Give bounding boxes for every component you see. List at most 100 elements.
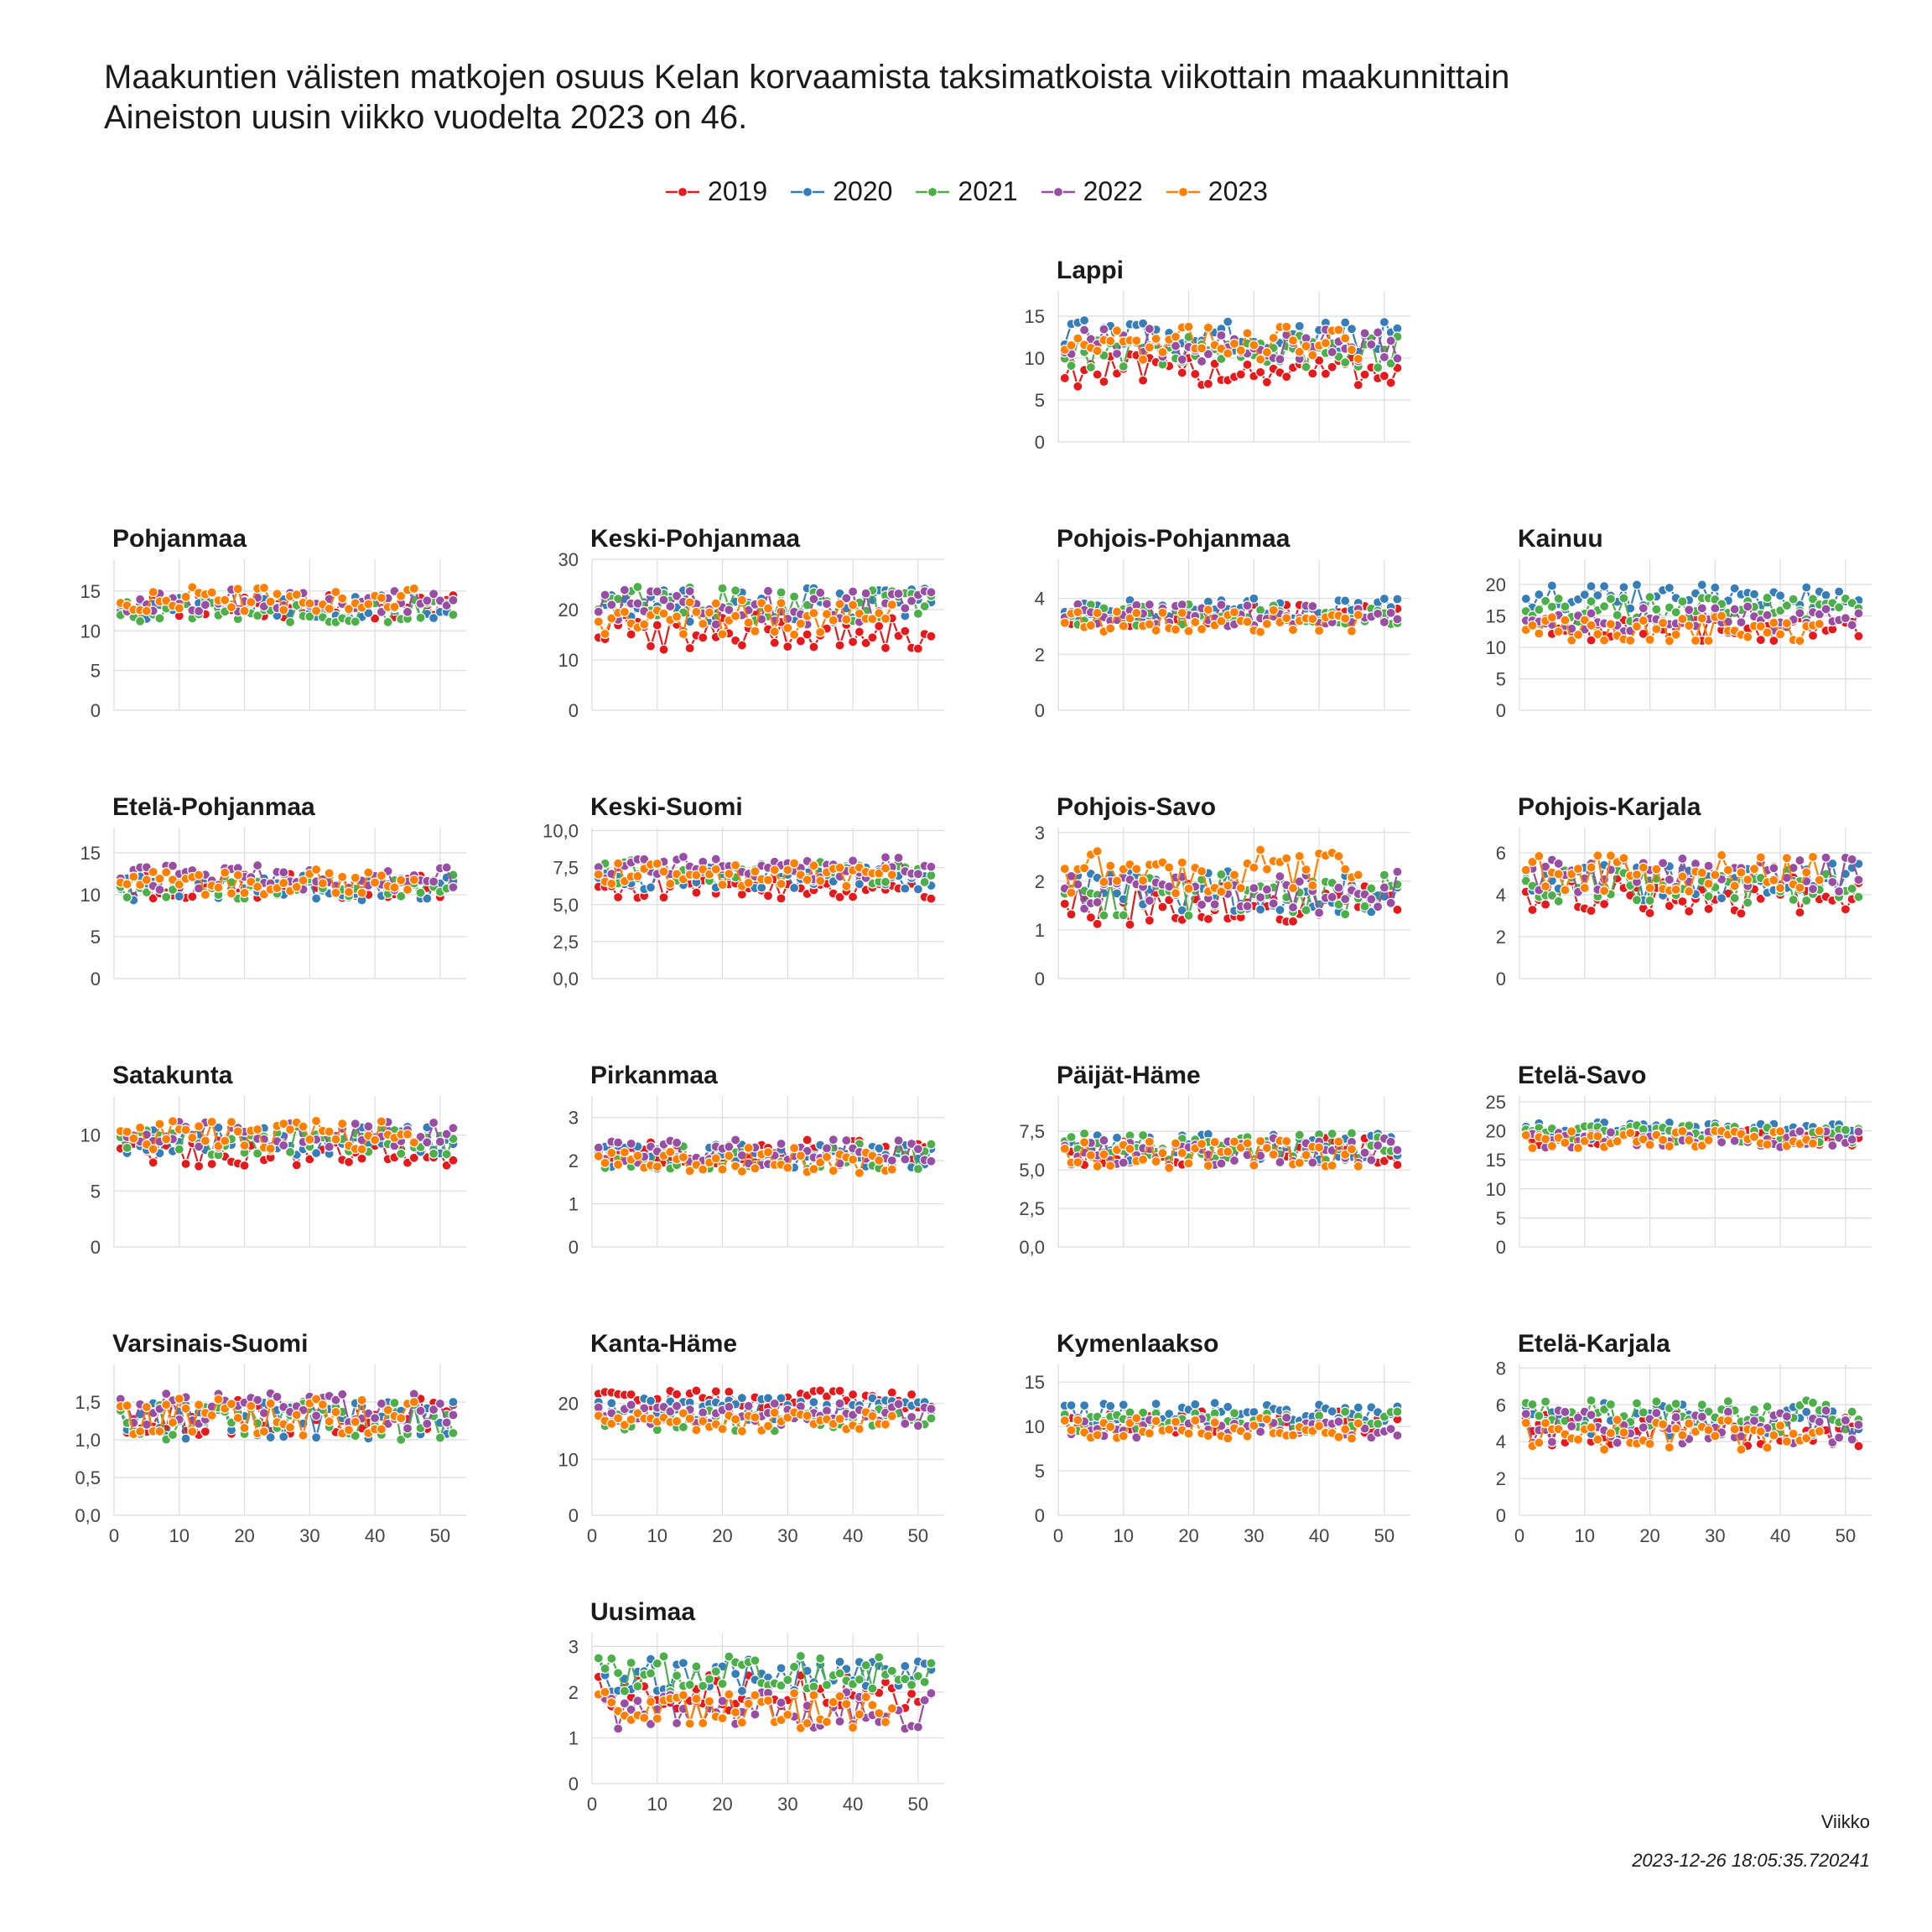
data-point	[1079, 1400, 1090, 1411]
y-tick-label: 1,0	[75, 1430, 101, 1451]
data-point	[1742, 897, 1753, 908]
data-point	[1079, 1137, 1090, 1148]
data-point	[1710, 603, 1721, 614]
y-tick-label: 4	[1496, 1431, 1506, 1452]
data-point	[370, 613, 381, 624]
data-point	[710, 1153, 721, 1164]
data-point	[1327, 1160, 1337, 1171]
data-point	[1261, 618, 1272, 630]
data-point	[613, 1723, 624, 1734]
x-tick-label: 20	[712, 1794, 732, 1815]
data-point	[1553, 858, 1564, 870]
y-tick-label: 5	[1035, 1461, 1045, 1482]
data-point	[1170, 624, 1182, 635]
data-point	[1353, 1161, 1363, 1171]
data-point	[808, 860, 819, 871]
data-point	[141, 605, 152, 616]
data-point	[776, 893, 787, 904]
data-point	[408, 583, 419, 594]
data-point	[1197, 865, 1208, 877]
data-point	[1066, 1131, 1077, 1143]
data-point	[1085, 1150, 1096, 1161]
data-point	[180, 1403, 191, 1414]
data-point	[1223, 880, 1233, 891]
data-point	[893, 1399, 904, 1410]
data-point	[1111, 875, 1123, 886]
data-point	[1092, 1430, 1103, 1441]
data-point	[1105, 335, 1116, 346]
data-point	[1164, 1424, 1175, 1435]
data-point	[821, 609, 833, 620]
legend-item-2020: 2020	[789, 176, 892, 207]
data-point	[632, 870, 643, 882]
data-point	[389, 882, 400, 893]
data-point	[1333, 882, 1344, 893]
data-point	[161, 867, 172, 878]
data-point	[252, 860, 263, 871]
data-point	[854, 626, 865, 637]
data-point	[691, 1385, 702, 1396]
data-point	[350, 1416, 361, 1427]
data-point	[226, 1399, 237, 1410]
data-point	[1079, 863, 1090, 874]
data-point	[1716, 893, 1727, 904]
data-point	[1834, 1432, 1845, 1443]
data-point	[1703, 1135, 1714, 1145]
data-point	[448, 1396, 459, 1408]
data-point	[750, 1163, 761, 1174]
data-point	[1618, 582, 1629, 593]
data-point	[912, 1144, 923, 1155]
data-point	[1703, 636, 1714, 647]
data-point	[1353, 380, 1363, 391]
data-point	[396, 1413, 407, 1424]
data-point	[815, 587, 826, 599]
data-point	[194, 1161, 205, 1171]
data-point	[1118, 1400, 1129, 1410]
data-point	[206, 1159, 217, 1170]
data-point	[1170, 888, 1182, 899]
data-point	[1527, 1143, 1538, 1154]
data-point	[1814, 1426, 1825, 1437]
data-point	[298, 1121, 309, 1132]
data-point	[1223, 1433, 1233, 1444]
data-point	[1762, 592, 1773, 604]
data-point	[448, 1123, 459, 1134]
data-point	[330, 1134, 341, 1145]
x-tick-label: 50	[908, 1794, 928, 1815]
data-point	[1605, 1127, 1616, 1138]
y-tick-label: 6	[1496, 1394, 1506, 1415]
data-point	[1553, 869, 1564, 880]
data-point	[736, 1166, 747, 1177]
data-point	[1164, 862, 1175, 873]
y-tick-label: 5	[91, 1181, 101, 1202]
data-point	[1072, 1157, 1083, 1168]
x-tick-label: 10	[1575, 1525, 1595, 1546]
data-point	[213, 882, 224, 893]
data-point	[1138, 375, 1149, 386]
data-point	[1755, 852, 1766, 863]
data-point	[1255, 366, 1266, 377]
data-point	[1209, 1136, 1220, 1148]
data-point	[665, 1146, 676, 1157]
data-point	[1592, 1130, 1603, 1142]
data-point	[926, 587, 937, 598]
legend-label-2021: 2021	[958, 176, 1018, 206]
data-point	[1586, 1410, 1597, 1420]
data-point	[1840, 1415, 1851, 1426]
data-point	[652, 858, 662, 870]
data-point	[1710, 870, 1721, 880]
data-point	[1684, 906, 1695, 917]
data-point	[1301, 340, 1311, 351]
data-point	[1072, 333, 1083, 344]
data-point	[1385, 377, 1396, 388]
data-point	[330, 586, 341, 598]
data-point	[672, 1137, 683, 1148]
data-point	[1684, 1418, 1695, 1429]
data-point	[1268, 1149, 1279, 1160]
data-point	[672, 590, 683, 601]
data-point	[1059, 1143, 1070, 1154]
data-point	[1696, 579, 1707, 590]
data-point	[1703, 878, 1714, 889]
